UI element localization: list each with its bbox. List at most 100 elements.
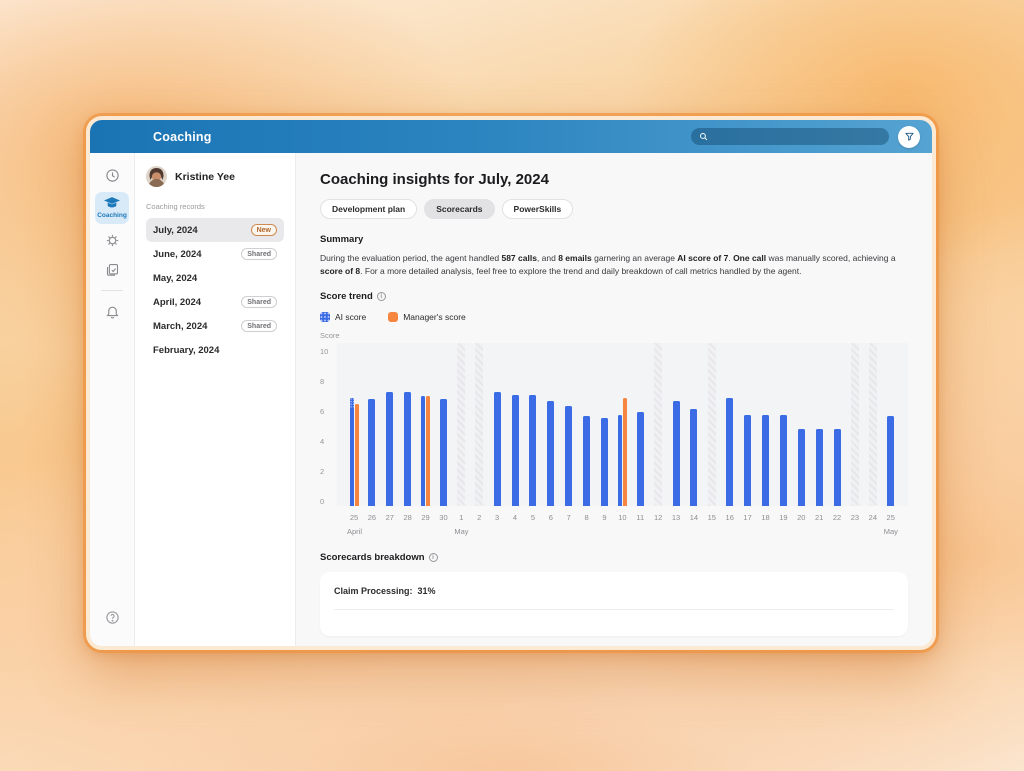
sidebar-item-notifications[interactable]	[95, 299, 129, 324]
tab-development-plan[interactable]: Development plan	[320, 199, 418, 219]
ai-score-bar[interactable]	[636, 411, 644, 507]
chart-column-day-11[interactable]	[633, 343, 647, 507]
chart-column-day-21[interactable]	[812, 343, 826, 507]
ai-score-bar[interactable]	[600, 417, 608, 507]
user-profile[interactable]: Kristine Yee	[146, 166, 284, 187]
x-tick: 20	[797, 513, 806, 523]
ai-score-bar[interactable]	[404, 391, 412, 507]
breakdown-row[interactable]: Claim Processing: 31%	[334, 586, 436, 597]
status-badge: New	[250, 224, 277, 236]
ai-score-bar[interactable]	[583, 416, 591, 507]
manager-score-bar[interactable]	[354, 404, 359, 507]
chart-column-day-9[interactable]	[597, 343, 611, 507]
chart-column-day-22[interactable]	[830, 343, 844, 507]
chart-column-day-17[interactable]	[741, 343, 755, 507]
ai-score-bar[interactable]	[797, 428, 805, 507]
ai-score-bar[interactable]	[386, 391, 394, 507]
chart-column-day-27[interactable]	[383, 343, 397, 507]
ai-score-bar[interactable]	[529, 394, 537, 507]
y-axis-ticks: 10 8 6 4 2 0	[320, 348, 337, 506]
ai-score-bar[interactable]	[511, 394, 519, 507]
chart-column-day-15[interactable]	[705, 343, 719, 507]
ai-score-bar[interactable]	[672, 400, 680, 507]
help-button[interactable]	[95, 605, 129, 630]
x-tick: 9	[602, 513, 607, 523]
manager-score-bar[interactable]	[426, 396, 431, 507]
chart-column-day-23[interactable]	[848, 343, 862, 507]
x-tick: 16	[725, 513, 734, 523]
search-bar[interactable]	[691, 128, 889, 145]
tab-scorecards[interactable]: Scorecards	[424, 199, 495, 219]
sidebar-item-settings[interactable]	[95, 228, 129, 253]
month-label	[651, 527, 665, 536]
ai-score-bar[interactable]	[565, 405, 573, 507]
month-label	[526, 527, 540, 536]
chart-column-day-7[interactable]	[562, 343, 576, 507]
legend-item[interactable]: AI score	[320, 312, 366, 323]
ai-score-bar[interactable]	[349, 397, 354, 507]
x-tick: 25	[886, 513, 895, 523]
info-icon[interactable]: i	[376, 292, 386, 302]
record-item[interactable]: March, 2024 Shared	[146, 314, 284, 338]
chart-column-day-20[interactable]	[794, 343, 808, 507]
ai-score-bar[interactable]	[439, 399, 447, 507]
legend-swatch	[388, 312, 399, 323]
ai-score-bar[interactable]	[887, 416, 895, 507]
record-item[interactable]: June, 2024 Shared	[146, 242, 284, 266]
legend-item[interactable]: Manager's score	[388, 312, 466, 323]
chart-column-day-29[interactable]	[419, 343, 433, 507]
chart-column-day-16[interactable]	[723, 343, 737, 507]
ai-score-bar[interactable]	[833, 428, 841, 507]
chart-column-day-18[interactable]	[758, 343, 772, 507]
ai-score-bar[interactable]	[690, 408, 698, 507]
graduation-cap-icon	[104, 197, 120, 210]
legend-label: Manager's score	[403, 312, 466, 323]
chart-column-day-2[interactable]	[472, 343, 486, 507]
ai-score-bar[interactable]	[779, 414, 787, 507]
filter-button[interactable]	[898, 125, 920, 148]
chart-column-day-19[interactable]	[776, 343, 790, 507]
chart-column-day-6[interactable]	[544, 343, 558, 507]
ai-score-bar[interactable]	[815, 428, 823, 507]
month-label	[723, 527, 737, 536]
ai-score-bar[interactable]	[421, 396, 426, 507]
chart-column-day-4[interactable]	[508, 343, 522, 507]
chart-column-day-8[interactable]	[580, 343, 594, 507]
ai-score-bar[interactable]	[368, 399, 376, 507]
chart-column-day-1[interactable]	[454, 343, 468, 507]
sidebar-item-coaching-label: Coaching	[97, 212, 127, 219]
chart-column-day-5[interactable]	[526, 343, 540, 507]
info-icon[interactable]: i	[428, 553, 438, 563]
record-item[interactable]: July, 2024 New	[146, 218, 284, 242]
ai-score-bar[interactable]	[726, 397, 734, 507]
chart-column-day-10[interactable]	[615, 343, 629, 507]
record-item[interactable]: April, 2024 Shared	[146, 290, 284, 314]
x-tick: 26	[367, 513, 377, 523]
ai-score-bar[interactable]	[617, 414, 622, 507]
x-tick: 19	[779, 513, 788, 523]
chart-column-day-30[interactable]	[436, 343, 450, 507]
tab-powerskills[interactable]: PowerSkills	[501, 199, 574, 219]
chart-column-day-25[interactable]	[884, 343, 898, 507]
search-input[interactable]	[713, 131, 881, 142]
record-item[interactable]: May, 2024	[146, 266, 284, 290]
chart-column-day-13[interactable]	[669, 343, 683, 507]
chart-column-day-28[interactable]	[401, 343, 415, 507]
chart-column-day-14[interactable]	[687, 343, 701, 507]
chart-column-day-24[interactable]	[866, 343, 880, 507]
chart-column-day-12[interactable]	[651, 343, 665, 507]
sidebar-item-reports[interactable]	[95, 257, 129, 282]
ai-score-bar[interactable]	[493, 391, 501, 507]
chart-column-day-25[interactable]	[347, 343, 361, 507]
manager-score-bar[interactable]	[622, 397, 627, 507]
sidebar-item-history[interactable]	[95, 163, 129, 188]
ai-score-bar[interactable]	[761, 414, 769, 507]
ai-score-bar[interactable]	[744, 414, 752, 507]
ai-score-bar[interactable]	[547, 400, 555, 507]
chart-column-day-3[interactable]	[490, 343, 504, 507]
chart-column-day-26[interactable]	[365, 343, 379, 507]
month-label	[508, 527, 522, 536]
record-label: May, 2024	[153, 272, 198, 284]
record-item[interactable]: February, 2024	[146, 338, 284, 362]
sidebar-item-coaching[interactable]: Coaching	[95, 192, 129, 224]
